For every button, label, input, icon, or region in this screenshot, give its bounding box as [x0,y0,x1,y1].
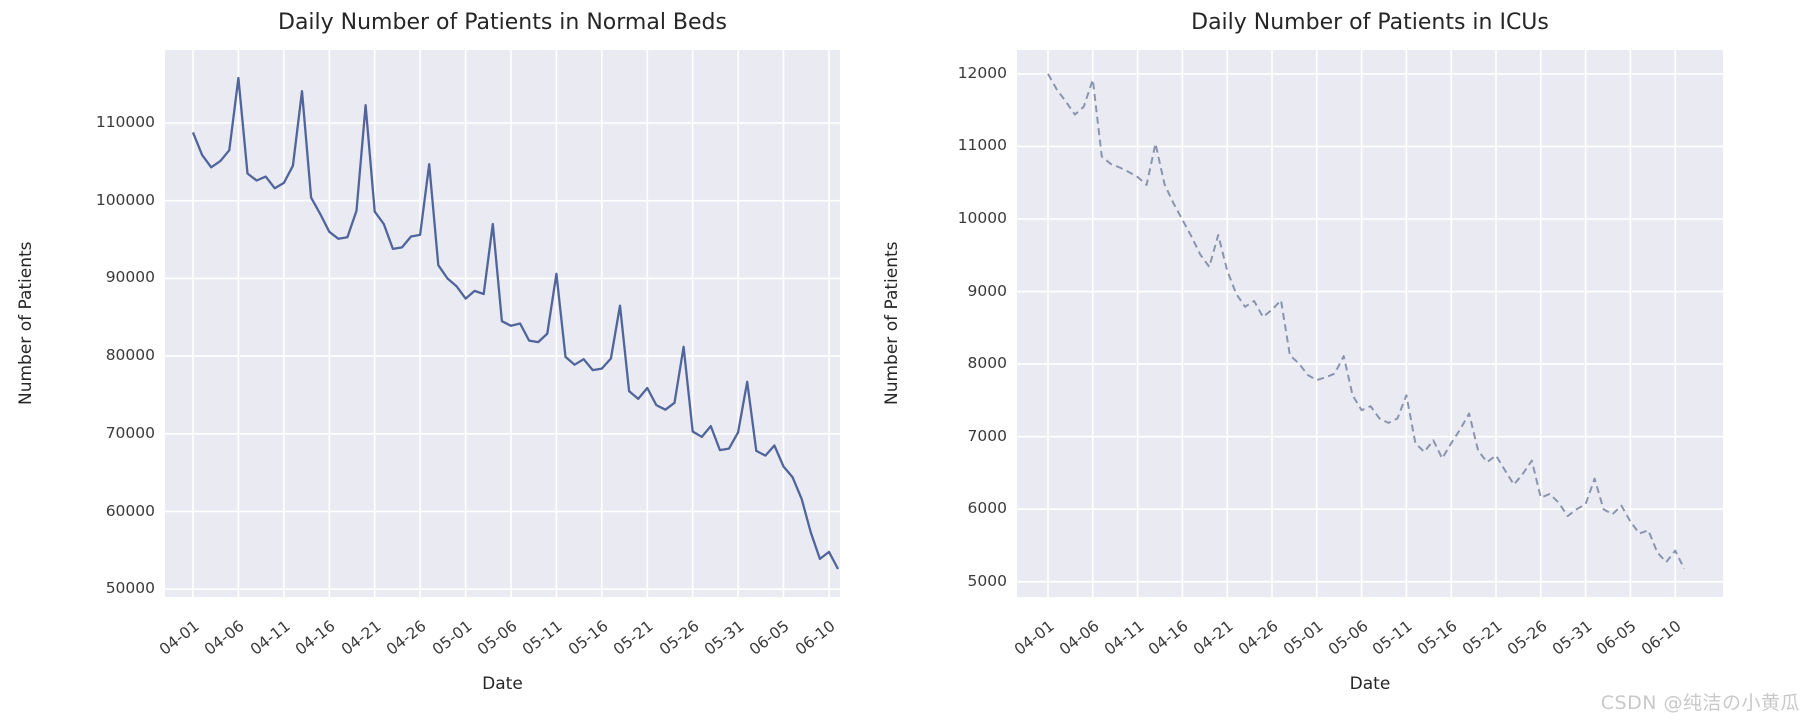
x-tick-label: 05-26 [655,616,703,659]
x-tick-label: 05-31 [701,616,748,659]
x-tick-label: 05-11 [519,616,566,659]
x-tick-label: 04-26 [1234,616,1282,659]
x-axis-label: Date [1349,674,1391,694]
x-tick-label: 04-16 [292,616,339,659]
y-tick-label: 110000 [95,113,155,132]
x-tick-label: 04-11 [1100,616,1148,659]
y-tick-label: 5000 [967,571,1007,590]
x-tick-label: 06-05 [1593,616,1640,659]
x-tick-label: 05-06 [1324,616,1372,659]
x-tick-label: 04-01 [1010,616,1058,659]
y-axis-label: Number of Patients [16,241,36,406]
x-tick-label: 05-06 [473,616,521,659]
y-tick-label: 7000 [967,426,1007,445]
y-tick-label: 80000 [105,346,155,365]
y-tick-label: 50000 [105,579,155,598]
x-tick-label: 05-16 [1414,616,1461,659]
x-tick-label: 04-01 [155,616,203,659]
x-tick-label: 05-01 [1279,616,1327,659]
x-tick-label: 06-10 [1638,616,1685,659]
x-tick-label: 05-11 [1369,616,1416,659]
plot-area [165,50,840,597]
x-tick-label: 04-06 [201,616,248,659]
y-tick-label: 8000 [967,354,1007,373]
x-tick-label: 05-21 [610,616,657,659]
x-tick-label: 05-16 [564,616,612,659]
y-tick-label: 70000 [105,423,155,442]
y-tick-label: 9000 [967,281,1007,300]
y-tick-label: 90000 [105,268,155,287]
x-tick-label: 05-01 [428,616,476,659]
chart-title: Daily Number of Patients in Normal Beds [278,10,727,35]
x-tick-label: 04-21 [337,616,385,659]
x-tick-label: 06-05 [746,616,794,659]
x-tick-label: 04-06 [1055,616,1103,659]
y-tick-label: 6000 [967,499,1007,518]
plot-area [1017,50,1723,597]
y-tick-label: 12000 [957,63,1007,82]
y-tick-label: 100000 [95,190,155,209]
x-axis-label: Date [482,674,523,694]
x-tick-label: 06-10 [791,616,839,659]
y-tick-label: 11000 [957,136,1007,155]
y-tick-label: 60000 [105,501,155,520]
y-tick-label: 10000 [957,209,1007,228]
y-axis-label: Number of Patients [882,241,902,406]
x-tick-label: 04-16 [1145,616,1192,659]
data-line [191,76,840,570]
x-tick-label: 05-26 [1503,616,1551,659]
x-tick-label: 04-21 [1190,616,1237,659]
chart-title: Daily Number of Patients in ICUs [1191,10,1549,35]
watermark: CSDN @纯洁の小黄瓜 [1600,692,1800,714]
x-tick-label: 04-11 [246,616,294,659]
x-tick-label: 05-31 [1548,616,1596,659]
x-tick-label: 05-21 [1458,616,1506,659]
data-line [1047,73,1686,570]
line-plot-svg [1017,50,1723,597]
line-plot-svg [165,50,840,597]
x-tick-label: 04-26 [383,616,430,659]
